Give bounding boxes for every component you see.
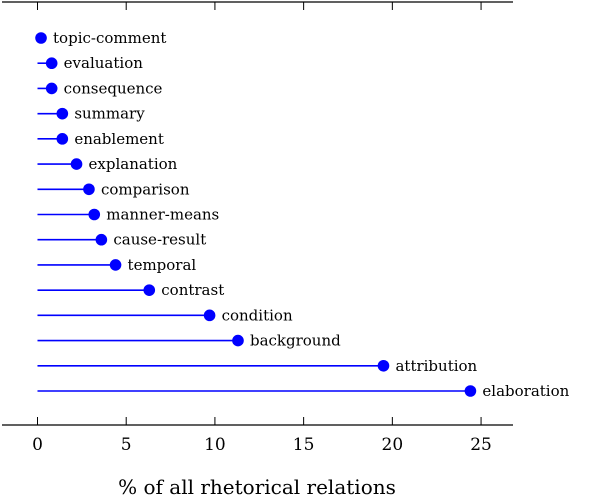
label-cause-result: cause-result [113, 231, 206, 249]
point-topic-comment [35, 32, 47, 44]
point-enablement [56, 133, 69, 145]
x-tick-label: 25 [470, 435, 492, 455]
category-labels: topic-comment evaluation consequence summar… [53, 29, 570, 400]
x-tick-label: 10 [204, 435, 226, 455]
label-summary: summary [74, 105, 145, 123]
point-explanation [70, 158, 83, 170]
point-cause-result [95, 233, 108, 246]
point-background [232, 334, 244, 347]
label-evaluation: evaluation [64, 54, 144, 72]
label-comparison: comparison [101, 180, 190, 198]
x-tick-labels: 0 5 10 15 20 25 [32, 435, 492, 455]
x-tick-label: 0 [32, 435, 43, 455]
label-attribution: attribution [395, 357, 477, 375]
x-tick-label: 15 [293, 435, 315, 455]
label-manner-means: manner-means [106, 206, 219, 224]
label-background: background [250, 332, 341, 350]
x-tick-label: 5 [121, 435, 132, 455]
label-elaboration: elaboration [482, 382, 569, 400]
point-consequence [45, 82, 58, 95]
point-attribution [377, 359, 390, 372]
x-axis-title: % of all rhetorical relations [118, 475, 396, 496]
point-comparison [83, 183, 95, 196]
label-topic-comment: topic-comment [53, 29, 166, 47]
label-enablement: enablement [74, 130, 164, 148]
x-ticks [36, 2, 482, 425]
point-evaluation [45, 57, 58, 70]
label-explanation: explanation [89, 155, 178, 173]
point-contrast [143, 284, 156, 296]
data-points [35, 32, 477, 397]
point-summary [56, 107, 69, 120]
point-elaboration [464, 385, 477, 397]
point-temporal [109, 259, 122, 271]
label-condition: condition [222, 306, 293, 324]
label-contrast: contrast [161, 281, 224, 299]
label-temporal: temporal [128, 256, 197, 274]
label-consequence: consequence [64, 79, 163, 97]
x-tick-label: 20 [382, 435, 404, 455]
stems [37, 37, 471, 392]
point-condition [203, 309, 216, 322]
point-manner-means [88, 208, 101, 221]
